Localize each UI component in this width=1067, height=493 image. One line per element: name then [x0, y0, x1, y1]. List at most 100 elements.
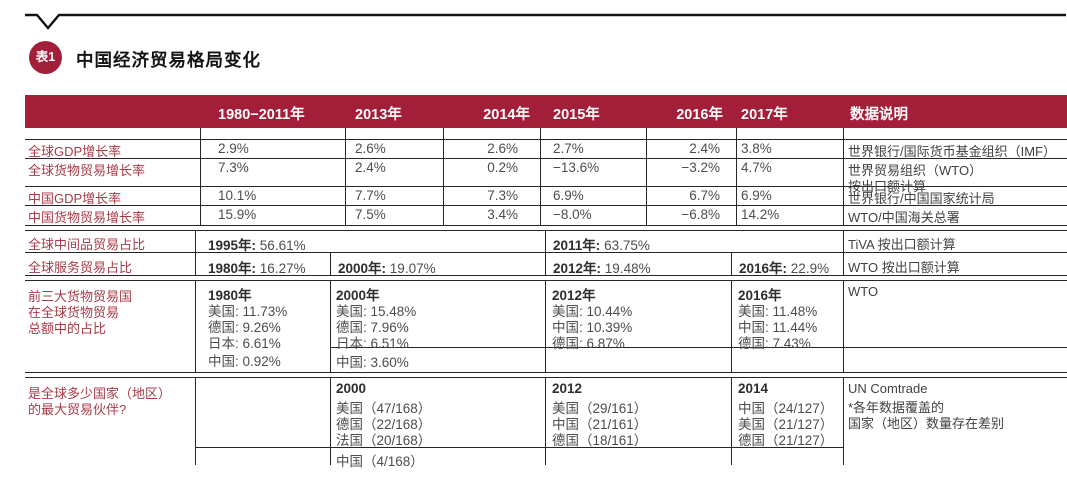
column-header: 2016年: [676, 107, 723, 123]
grid-line: [736, 128, 737, 225]
grid-line: [25, 252, 1067, 253]
column-header: 2015年: [553, 107, 600, 123]
value-cell: 6.7%: [689, 188, 720, 203]
grid-line: [731, 252, 732, 275]
entry: 美国: 11.73%: [208, 304, 288, 319]
entry: 德国（18/161）: [552, 433, 648, 448]
grid-line: [646, 128, 647, 225]
entry: 德国: 9.26%: [208, 320, 281, 335]
row-label: 中国GDP增长率: [28, 191, 122, 206]
entry: 德国: 7.96%: [336, 320, 409, 335]
value-cell: 14.2%: [741, 207, 780, 222]
value-cell: 2.4%: [355, 160, 386, 175]
year-heading: 2012年:: [553, 261, 602, 276]
grid-line: [25, 158, 1067, 159]
row-label: 在全球货物贸易: [28, 305, 120, 320]
note-cell: 世界银行/中国国家统计局: [848, 191, 995, 206]
entry: 德国: 6.87%: [552, 336, 625, 351]
grid-line: [545, 230, 546, 275]
value-cell: 1980年: 16.27%: [208, 261, 306, 276]
value-cell: −8.0%: [553, 207, 592, 222]
value-cell: 2016年: 22.9%: [739, 261, 830, 276]
row-label: 前三大货物贸易国: [28, 289, 133, 304]
note-cell: WTO 按出口额计算: [848, 260, 960, 275]
grid-line: [330, 377, 331, 465]
grid-line: [843, 280, 844, 372]
grid-line: [25, 225, 1067, 226]
year-heading: 2016年: [738, 288, 782, 303]
value-cell: 3.8%: [741, 141, 772, 156]
value-cell: 7.3%: [218, 160, 249, 175]
grid-line: [330, 347, 1067, 348]
grid-line: [345, 128, 346, 225]
value-cell: 7.5%: [355, 207, 386, 222]
year-heading: 1980年:: [208, 261, 257, 276]
year-heading: 2000: [336, 381, 367, 396]
grid-line: [195, 377, 196, 465]
note-cell: 按出口额计算: [848, 179, 927, 194]
value-cell: 15.9%: [218, 207, 257, 222]
grid-line: [25, 230, 1067, 231]
value-cell: 2011年: 63.75%: [553, 238, 650, 253]
value-cell: 1995年: 56.61%: [208, 238, 306, 253]
row-label: 全球GDP增长率: [28, 144, 122, 159]
value-cell: 7.3%: [487, 188, 518, 203]
value-cell: 2012年: 19.48%: [553, 261, 651, 276]
table-header: [25, 95, 1067, 128]
column-header: 2014年: [483, 107, 530, 123]
note-cell: 世界银行/国际货币基金组织（IMF）: [848, 144, 1056, 159]
grid-line: [25, 280, 1067, 281]
grid-line: [545, 377, 546, 465]
entry: 美国: 11.48%: [738, 304, 818, 319]
column-header: 2017年: [741, 107, 788, 123]
row-label: 是全球多少国家（地区）: [28, 386, 172, 401]
year-heading: 2000年: [336, 288, 380, 303]
column-header: 1980−2011年: [218, 107, 305, 123]
value-cell: 10.1%: [218, 188, 257, 203]
value-cell: −3.2%: [681, 160, 720, 175]
value-cell: 2.4%: [689, 141, 720, 156]
value-cell: 3.4%: [487, 207, 518, 222]
year-heading: 1995年:: [208, 238, 257, 253]
value-cell: 2.6%: [487, 141, 518, 156]
value-cell: 2.9%: [218, 141, 249, 156]
entry: 美国（21/127）: [738, 417, 834, 432]
note-cell: UN Comtrade: [848, 381, 928, 396]
column-header: 数据说明: [850, 107, 908, 123]
entry: 德国（22/168）: [336, 417, 432, 432]
value-cell: 4.7%: [741, 160, 772, 175]
note-cell: TiVA 按出口额计算: [848, 237, 956, 252]
entry: 中国（21/161）: [552, 417, 648, 432]
row-label: 总额中的占比: [28, 321, 107, 336]
entry: 中国: 3.60%: [336, 355, 409, 370]
entry: 中国: 11.44%: [738, 320, 818, 335]
grid-line: [843, 230, 844, 275]
value-cell: 7.7%: [355, 188, 386, 203]
entry: 美国（29/161）: [552, 401, 648, 416]
value-cell: 6.9%: [741, 188, 772, 203]
grid-line: [25, 139, 1067, 140]
entry: 美国: 15.48%: [336, 304, 417, 319]
entry: 日本: 6.61%: [208, 336, 281, 351]
grid-line: [843, 377, 844, 465]
year-heading: 2012年: [552, 288, 596, 303]
note-cell: WTO: [848, 284, 879, 299]
row-label: 中国货物贸易增长率: [28, 210, 146, 225]
grid-line: [843, 128, 844, 225]
entry: 中国（4/168）: [336, 454, 424, 469]
grid-line: [731, 280, 732, 372]
grid-line: [195, 230, 196, 275]
note-cell: WTO/中国海关总署: [848, 210, 960, 225]
entry: 法国（20/168）: [336, 433, 432, 448]
value-cell: −13.6%: [553, 160, 600, 175]
grid-line: [25, 377, 1067, 378]
grid-line: [540, 128, 541, 225]
grid-line: [25, 186, 1067, 187]
note-cell: 世界贸易组织（WTO）: [848, 163, 983, 178]
grid-line: [25, 372, 1067, 373]
grid-line: [545, 280, 546, 372]
row-label: 全球中间品贸易占比: [28, 237, 146, 252]
row-label: 全球服务贸易占比: [28, 260, 133, 275]
year-heading: 1980年: [208, 288, 252, 303]
